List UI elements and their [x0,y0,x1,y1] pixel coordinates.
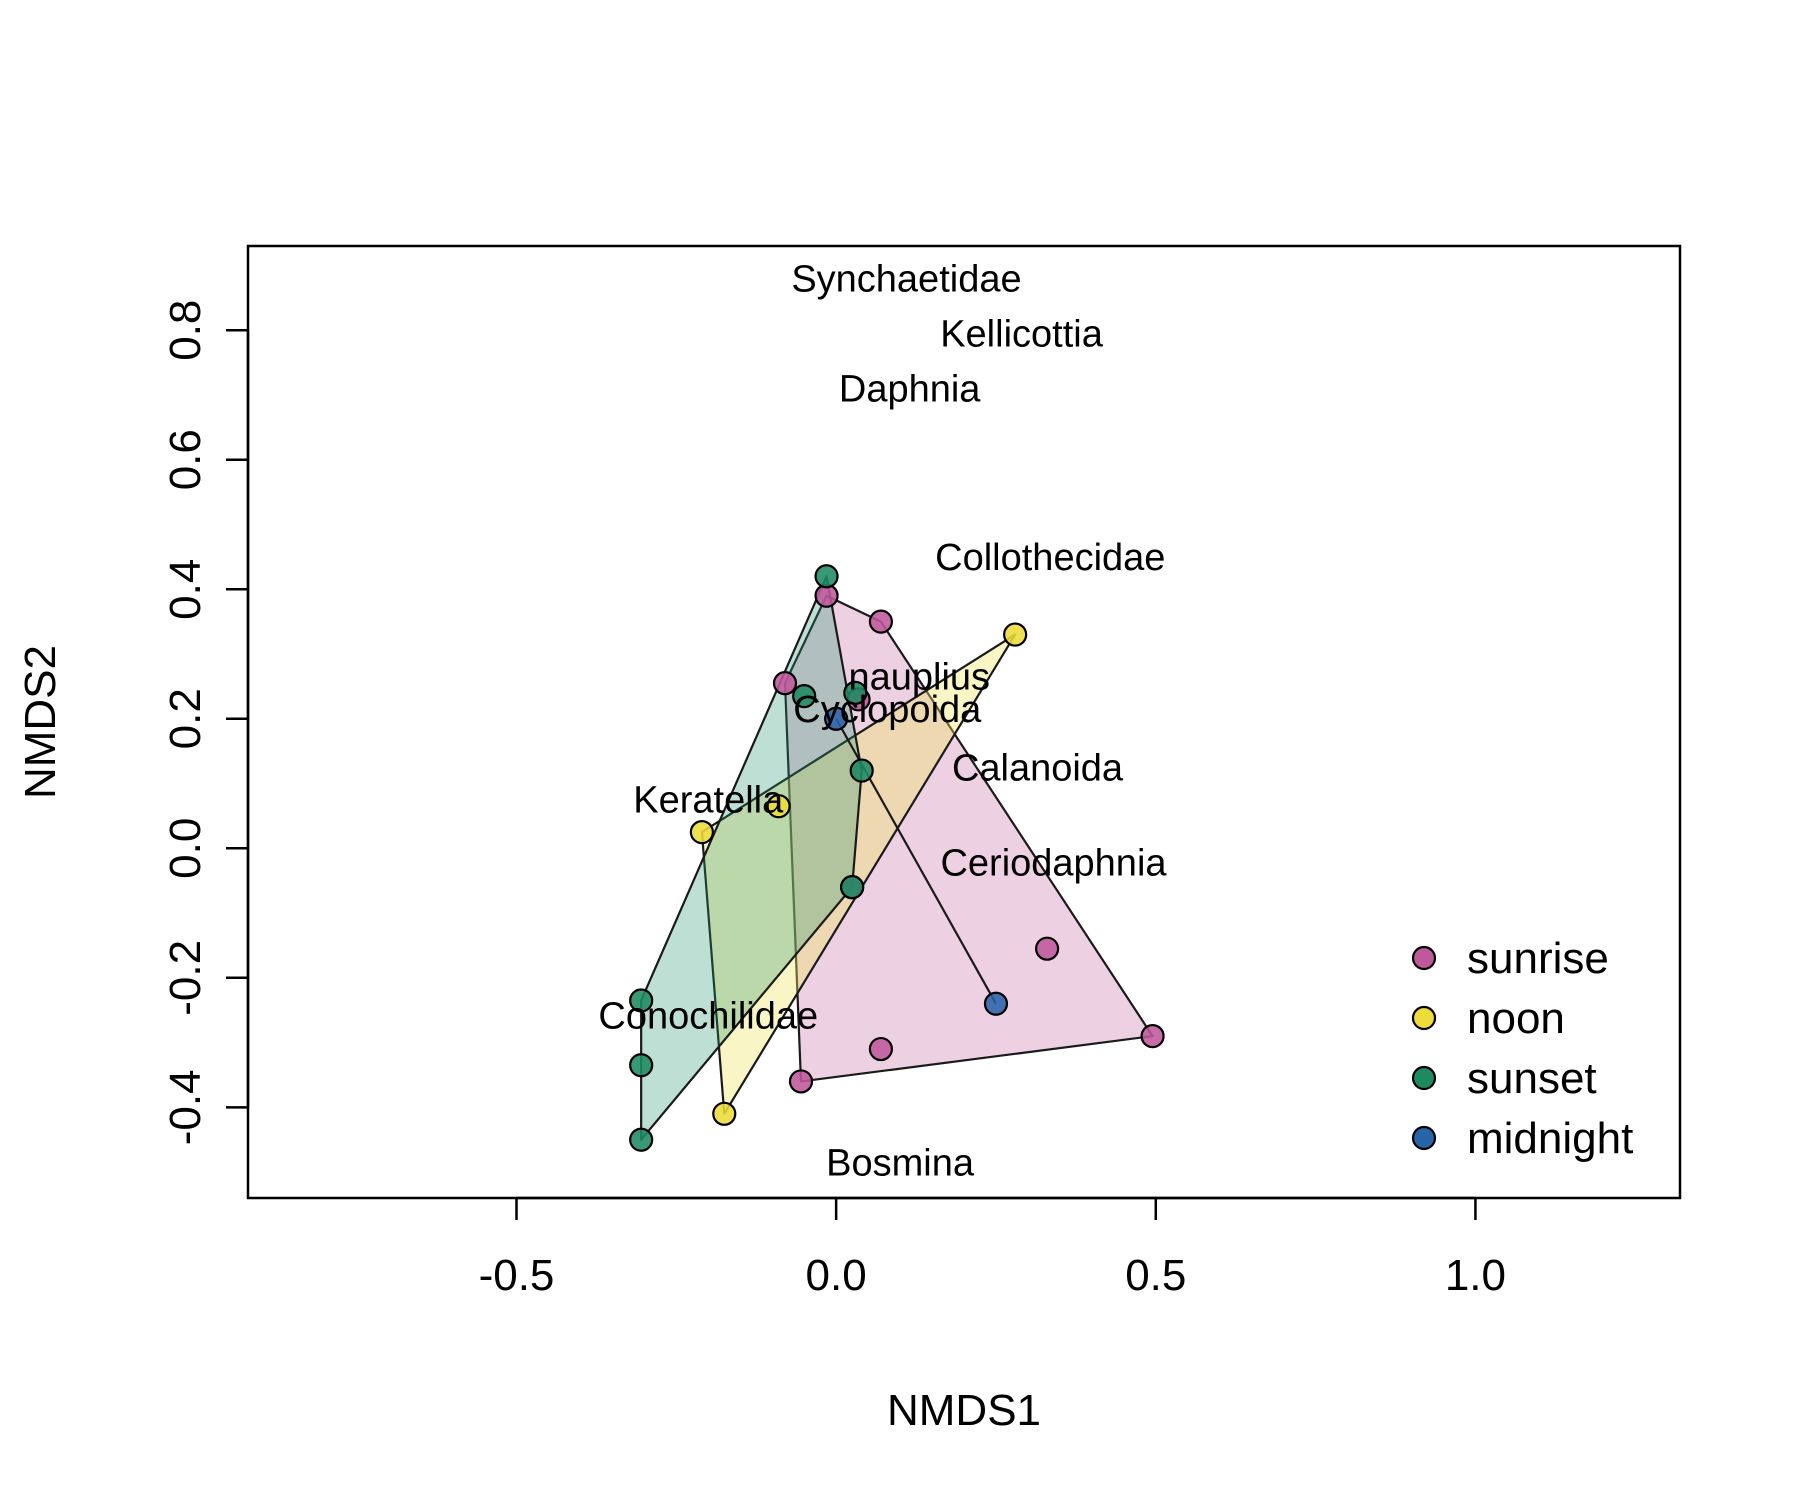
point-sunrise [868,1036,893,1062]
species-labels: Synchaetidae Kellicottia Daphnia Collotheci… [598,258,1167,1184]
point-sunset [629,988,654,1013]
hull-sunset [640,575,863,1141]
x-tick-label: 0.0 [806,1251,867,1300]
hull-noon [700,633,1017,1115]
point-sunrise [1140,1023,1165,1049]
point-noon [766,794,791,819]
y-tick-label: -0.4 [161,1069,210,1145]
species-label: Keratella [633,780,784,822]
species-label: Bosmina [826,1142,975,1184]
species-label: Conochilidae [598,995,818,1037]
species-label: Cyclopoida [793,689,982,731]
y-tick-label: 0.6 [161,429,210,490]
point-sunrise [788,1069,814,1094]
point-sunset [849,758,874,783]
point-sunset [814,564,839,589]
x-tick-label: 1.0 [1445,1251,1506,1300]
species-label: nauplius [848,657,990,699]
species-label: Ceriodaphnia [940,843,1167,885]
legend-marker-noon [1411,1005,1437,1031]
point-sunset [843,680,868,705]
y-axis-label: NMDS2 [16,645,65,799]
species-label: Kellicottia [940,313,1103,355]
y-tick-label: 0.2 [161,688,210,749]
point-sunrise [1035,936,1060,961]
legend-label-noon: noon [1467,994,1565,1043]
y-axis: -0.4 -0.2 0.0 0.2 0.4 0.6 0.8 [161,300,250,1145]
y-tick-label: 0.4 [161,559,210,620]
point-sunrise [772,671,798,696]
point-midnight [824,706,849,731]
x-axis: -0.5 0.0 0.5 1.0 [479,1196,1506,1300]
legend-marker-sunrise [1411,945,1437,971]
point-midnight [983,991,1009,1016]
legend: sunrise noon sunset midnight [1411,934,1633,1163]
point-noon [712,1101,737,1126]
x-axis-label: NMDS1 [887,1386,1041,1435]
point-sunrise [868,609,893,634]
data-points [629,564,1165,1152]
legend-label-sunset: sunset [1467,1054,1597,1103]
legend-marker-sunset [1411,1065,1437,1091]
y-tick-label: -0.2 [161,940,210,1016]
group-hulls [640,575,1154,1141]
species-label: Daphnia [839,368,981,410]
y-tick-label: 0.8 [161,300,210,361]
point-noon [689,819,714,845]
point-sunset [629,1127,654,1152]
point-sunset [629,1053,654,1078]
point-noon [1003,622,1028,647]
x-tick-label: 0.5 [1125,1251,1186,1300]
legend-label-sunrise: sunrise [1467,934,1609,983]
point-sunset [792,683,817,709]
legend-marker-midnight [1411,1125,1437,1151]
species-label: Collothecidae [935,537,1165,579]
point-sunset [840,875,865,900]
legend-label-midnight: midnight [1467,1114,1633,1163]
y-tick-label: 0.0 [161,818,210,879]
x-tick-label: -0.5 [479,1251,555,1300]
species-label: Calanoida [952,747,1124,789]
species-label: Synchaetidae [791,258,1021,300]
